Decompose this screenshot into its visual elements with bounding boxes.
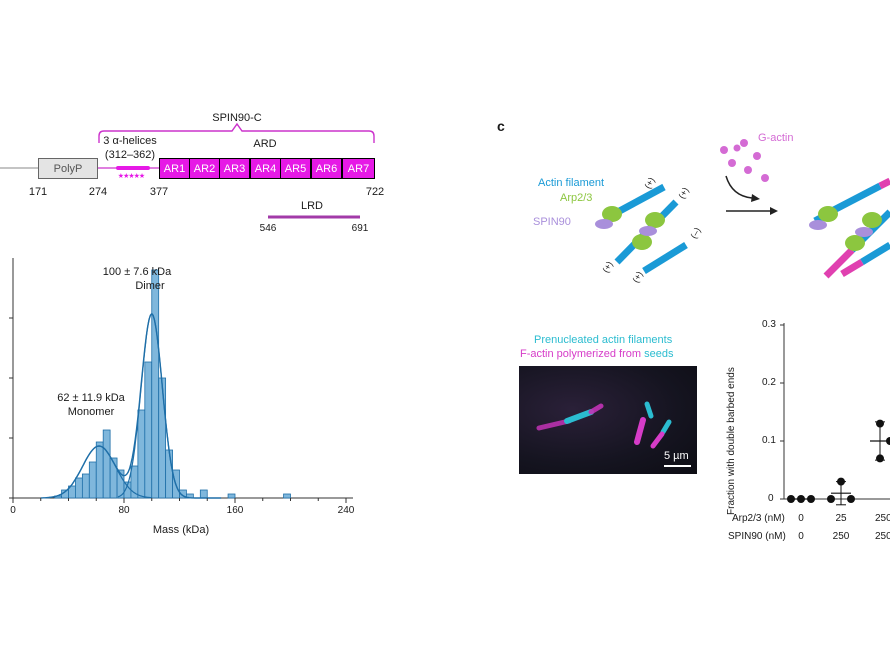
hist-bar <box>283 493 291 499</box>
spin90c-label: SPIN90-C <box>212 112 262 124</box>
lrd-start-position: 546 <box>259 223 277 234</box>
monomer-value-label: 62 ± 11.9 kDa <box>57 392 125 404</box>
ar4-domain: AR4 <box>250 158 281 179</box>
arp23-value-1: 0 <box>798 513 804 524</box>
hist-x-ticks <box>12 498 347 503</box>
frac-data-point <box>886 437 890 445</box>
frac-data-point <box>827 495 835 503</box>
frac-data-point <box>807 495 815 503</box>
dimer-label: Dimer <box>135 280 165 292</box>
panel-c-letter: c <box>497 118 505 134</box>
dimer-value-label: 100 ± 7.6 kDa <box>102 266 172 278</box>
right-filaments <box>809 177 890 279</box>
hist-xtick-80: 80 <box>118 505 130 516</box>
frac-y-ticks <box>780 324 784 500</box>
frac-data-point <box>787 495 795 503</box>
scale-bar-label: 5 µm <box>664 450 689 462</box>
frac-ytick-0-1: 0.1 <box>762 435 776 446</box>
microscopy-legend-seeds-text: seeds <box>644 348 674 360</box>
spin90-value-1: 0 <box>798 531 804 542</box>
arp23-value-2: 25 <box>835 513 847 524</box>
polyp-domain: PolyP <box>38 158 98 179</box>
position-722: 722 <box>365 186 385 198</box>
fit-dimer-curve <box>117 313 186 498</box>
microscopy-image: 5 µm <box>519 366 697 474</box>
frac-ytick-0-2: 0.2 <box>762 377 776 388</box>
lrd-label: LRD <box>300 200 324 212</box>
ar1-domain: AR1 <box>159 158 190 179</box>
left-filaments <box>595 183 688 274</box>
hist-fits <box>40 312 222 499</box>
hist-xtick-240: 240 <box>337 505 355 516</box>
arp23-label: Arp2/3 <box>560 192 593 204</box>
frac-ytick-0: 0 <box>768 493 774 504</box>
microscopy-legend-magenta: F-actin polymerized from seeds <box>520 348 673 360</box>
ar3-domain: AR3 <box>219 158 250 179</box>
position-274: 274 <box>88 186 108 198</box>
microscopy-filaments <box>536 401 691 467</box>
ar6-domain: AR6 <box>311 158 342 179</box>
frac-data-point <box>797 495 805 503</box>
lrd-end-position: 691 <box>351 223 369 234</box>
monomer-label: Monomer <box>67 406 115 418</box>
hist-xtick-160: 160 <box>226 505 244 516</box>
frac-data-point <box>837 477 845 486</box>
microscopy-legend-magenta-text: F-actin polymerized from <box>520 348 645 360</box>
curved-arrow <box>725 175 753 199</box>
frac-data-point <box>847 495 855 503</box>
hist-y-ticks <box>9 317 13 499</box>
hist-bar <box>227 493 236 499</box>
actin-filament-label: Actin filament <box>538 177 605 189</box>
ar5-domain: AR5 <box>280 158 311 179</box>
spin90-value-3: 250 <box>875 531 890 542</box>
ar2-domain: AR2 <box>189 158 220 179</box>
g-actin-label: G-actin <box>758 132 794 144</box>
frac-data-point <box>876 419 884 428</box>
hist-x-axis-label: Mass (kDa) <box>152 524 210 536</box>
frac-data-point <box>876 454 884 463</box>
hist-xtick-0: 0 <box>10 505 16 516</box>
position-377: 377 <box>149 186 169 198</box>
position-171: 171 <box>28 186 48 198</box>
helices-range-label: (312–362) <box>104 149 156 161</box>
helix-stars: ★★★★★ <box>117 173 145 180</box>
ard-label: ARD <box>253 138 277 150</box>
arp23-row-label: Arp2/3 (nM) <box>732 513 785 524</box>
frac-y-axis-label: Fraction with double barbed ends <box>726 367 737 515</box>
fit-monomer-curve <box>46 445 152 499</box>
ar7-domain: AR7 <box>342 158 375 179</box>
frac-points <box>787 419 890 506</box>
g-actin-dots <box>720 139 769 182</box>
spin90c-bracket <box>98 122 375 143</box>
arp23-value-3: 250 <box>875 513 890 524</box>
spin90-value-2: 250 <box>832 531 850 542</box>
microscopy-legend-cyan: Prenucleated actin filaments <box>534 334 673 346</box>
frac-ytick-0-3: 0.3 <box>762 319 776 330</box>
helices-label: 3 α-helices <box>103 135 157 147</box>
spin90-row-label: SPIN90 (nM) <box>728 531 786 542</box>
spin90-label: SPIN90 <box>533 216 571 228</box>
